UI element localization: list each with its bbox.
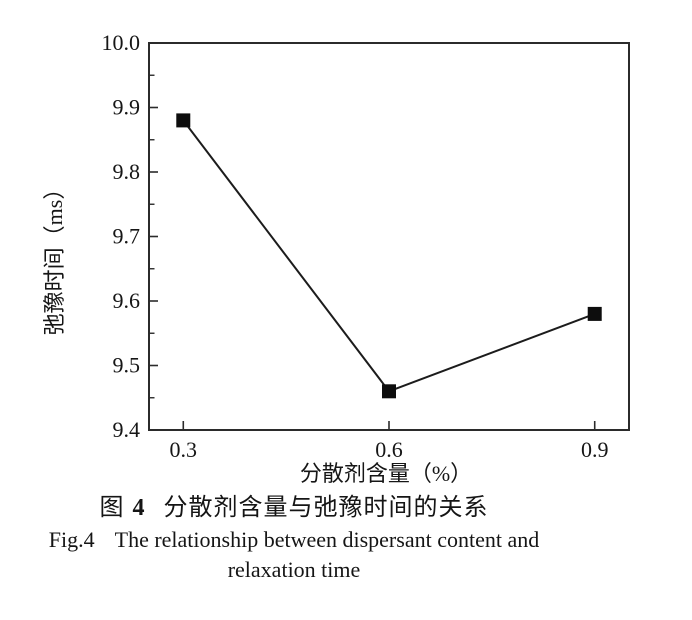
y-tick-label: 9.8 bbox=[113, 159, 141, 184]
caption-cn-title: 分散剂含量与弛豫时间的关系 bbox=[163, 495, 489, 521]
x-axis-title: 分散剂含量（%） bbox=[300, 461, 472, 486]
y-axis-title: 弛豫时间（ms） bbox=[42, 178, 67, 336]
y-tick-label: 9.5 bbox=[113, 353, 141, 378]
y-tick-label: 10.0 bbox=[102, 30, 141, 55]
x-tick-label: 0.3 bbox=[170, 437, 198, 462]
caption-cn-fig-label: 图 bbox=[99, 495, 125, 521]
caption-en-title: The relationship between dispersant cont… bbox=[114, 527, 540, 552]
caption-en-fig-label: Fig.4 bbox=[48, 527, 95, 552]
x-tick-label: 0.9 bbox=[581, 437, 609, 462]
caption-english-line1: Fig.4 The relationship between dispersant… bbox=[0, 525, 588, 555]
y-tick-label: 9.4 bbox=[113, 417, 141, 442]
plot-frame bbox=[148, 42, 630, 431]
caption-chinese-line: 图 4 分散剂含量与弛豫时间的关系 bbox=[0, 492, 588, 525]
caption-english-line2: relaxation time bbox=[227, 557, 361, 582]
y-tick-label: 9.7 bbox=[113, 224, 141, 249]
data-point-marker bbox=[176, 113, 191, 128]
x-tick-label: 0.6 bbox=[375, 437, 403, 462]
data-point-marker bbox=[382, 384, 396, 399]
figure-caption: 图 4 分散剂含量与弛豫时间的关系 Fig.4 The relationship be… bbox=[0, 492, 588, 585]
y-tick-label: 9.9 bbox=[113, 95, 141, 120]
caption-cn-fig-number: 4 bbox=[132, 495, 146, 521]
data-line bbox=[182, 119, 596, 393]
y-tick-label: 9.6 bbox=[113, 288, 141, 313]
data-point-marker bbox=[587, 306, 602, 321]
line-chart: 9.4 9.5 9.6 9.7 9.8 9.9 10.0 0.3 0.6 0.9 分散剂含量（%） 弛… bbox=[42, 30, 630, 486]
